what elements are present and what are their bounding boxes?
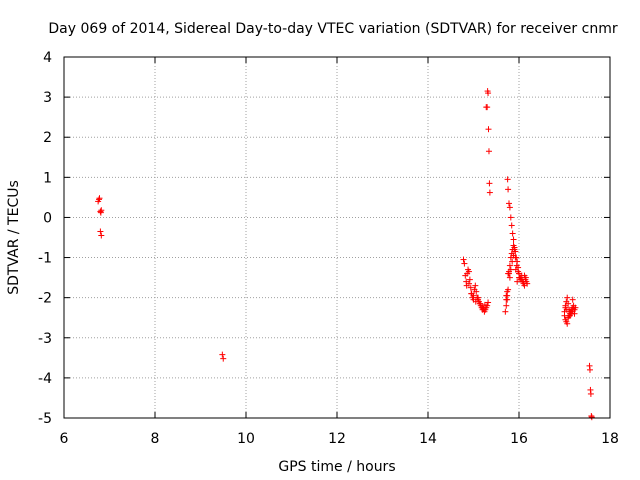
data-point [505,186,512,193]
data-point [504,176,511,183]
data-point [98,232,105,239]
data-point [512,266,519,273]
data-point [486,180,493,187]
y-tick-label: 4 [43,50,52,66]
x-tick-label: 6 [60,431,69,447]
data-point [506,274,513,281]
data-point [503,302,510,309]
data-point [588,414,595,421]
data-point [485,90,492,97]
data-point [513,262,520,269]
data-point [461,260,468,267]
data-point [468,290,475,297]
data-point [473,288,480,295]
data-point [472,298,479,305]
data-point [484,104,491,111]
data-point [586,366,593,373]
x-tick-label: 18 [601,431,619,447]
y-tick-label: -5 [38,411,52,427]
data-point [511,244,518,251]
data-point [460,256,467,263]
data-point [506,204,513,211]
data-point [465,280,472,287]
data-point [220,355,227,362]
data-point [96,195,103,202]
data-point [516,270,522,277]
data-point [505,270,512,277]
data-points [95,88,595,421]
x-tick-label: 14 [419,431,437,447]
data-point [510,236,517,243]
y-tick-label: -3 [38,331,52,347]
data-point [587,390,594,397]
data-point [509,258,516,265]
data-point [465,268,472,275]
data-point [97,228,104,235]
data-point [98,207,105,214]
data-point [507,266,514,273]
data-point [563,306,570,313]
y-tick-label: 2 [43,130,52,146]
y-tick-label: -2 [38,291,52,307]
data-point [507,214,514,221]
data-point [510,252,517,259]
data-point [520,278,527,285]
data-point [505,286,512,293]
data-point [486,189,493,196]
data-point [481,301,488,308]
chart-title: Day 069 of 2014, Sidereal Day-to-day VTE… [48,21,617,37]
data-point [564,320,571,327]
data-point [466,276,473,283]
y-tick-label: 0 [43,210,52,226]
data-point [569,296,576,303]
data-point [505,200,512,207]
y-tick-label: -4 [38,371,52,387]
x-tick-label: 10 [237,431,255,447]
data-point [503,296,510,303]
y-tick-label: 1 [43,170,52,186]
data-point [219,351,226,358]
data-point [472,282,479,289]
y-tick-label: -1 [38,251,52,267]
data-point [509,230,516,237]
data-point [524,280,531,287]
data-point [485,126,492,133]
data-point [502,308,509,315]
data-point [570,304,577,311]
x-tick-label: 12 [328,431,346,447]
data-point [475,294,482,301]
data-point [485,299,492,306]
data-point [477,300,484,307]
data-point [485,148,492,155]
data-point [467,284,474,291]
data-point [508,222,515,229]
x-tick-label: 8 [151,431,160,447]
y-tick-label: 3 [43,90,52,106]
x-tick-label: 16 [510,431,528,447]
data-point [522,274,529,281]
data-point [504,292,511,299]
data-point [564,294,571,301]
y-axis-label: SDTVAR / TECUs [6,180,22,295]
data-point [571,310,578,317]
data-point [506,262,513,269]
x-axis-label: GPS time / hours [278,459,395,475]
grid-lines [64,57,610,418]
data-point [514,278,521,285]
data-point [562,302,569,309]
